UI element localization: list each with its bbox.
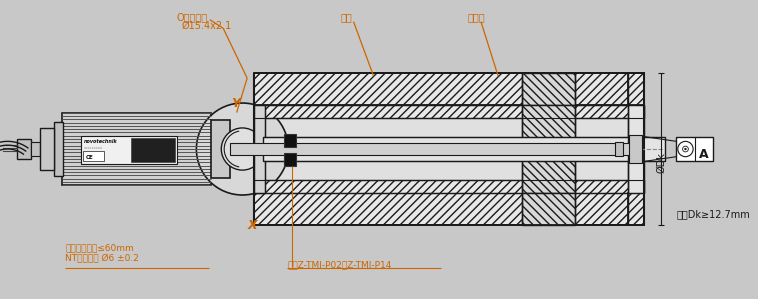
Text: Ø15.4x2.1: Ø15.4x2.1 — [182, 20, 232, 30]
Text: CE: CE — [85, 155, 93, 160]
Circle shape — [221, 128, 264, 170]
Text: 活塞杆: 活塞杆 — [468, 12, 485, 22]
Bar — [264, 137, 665, 161]
Bar — [254, 105, 265, 193]
Bar — [54, 122, 63, 176]
Bar — [522, 73, 575, 105]
Bar — [17, 139, 30, 158]
Bar — [522, 105, 575, 193]
Bar — [254, 73, 644, 105]
Bar — [522, 193, 575, 225]
Text: novotechnik: novotechnik — [84, 139, 118, 144]
Text: NT标准电缆 Ø6 ±0.2: NT标准电缆 Ø6 ±0.2 — [65, 253, 139, 262]
Text: X: X — [248, 219, 258, 231]
Bar — [254, 118, 644, 180]
Text: xxxxxxxxx: xxxxxxxxx — [84, 146, 103, 150]
Bar — [628, 193, 644, 225]
Bar — [40, 128, 54, 170]
Text: 电缆弯曲直径≤60mm: 电缆弯曲直径≤60mm — [65, 244, 134, 253]
Bar — [283, 134, 296, 147]
Bar — [230, 143, 639, 155]
Bar — [30, 142, 40, 156]
Bar — [62, 113, 211, 185]
Bar — [254, 105, 644, 118]
Text: O型密封圈: O型密封圈 — [177, 12, 208, 22]
Bar — [629, 135, 642, 163]
Text: 磁块Z-TMI-P02或Z-TMI-P14: 磁块Z-TMI-P02或Z-TMI-P14 — [287, 261, 392, 270]
Bar — [254, 193, 644, 225]
Text: A: A — [699, 148, 709, 161]
Bar — [131, 138, 175, 162]
Bar — [628, 73, 644, 105]
Circle shape — [683, 146, 688, 152]
Text: 注：Dk≥12.7mm: 注：Dk≥12.7mm — [676, 209, 750, 219]
Bar — [83, 151, 105, 161]
Text: Y: Y — [231, 97, 240, 110]
Bar — [615, 142, 623, 156]
Circle shape — [684, 148, 687, 150]
Circle shape — [196, 103, 288, 195]
Bar — [81, 136, 177, 164]
Circle shape — [678, 141, 693, 157]
Bar — [254, 180, 644, 193]
Bar — [628, 105, 644, 193]
Bar — [283, 153, 296, 166]
Bar — [676, 137, 713, 161]
Bar — [211, 120, 230, 178]
Text: ØDk: ØDk — [656, 152, 666, 173]
Text: 油缸: 油缸 — [340, 12, 352, 22]
